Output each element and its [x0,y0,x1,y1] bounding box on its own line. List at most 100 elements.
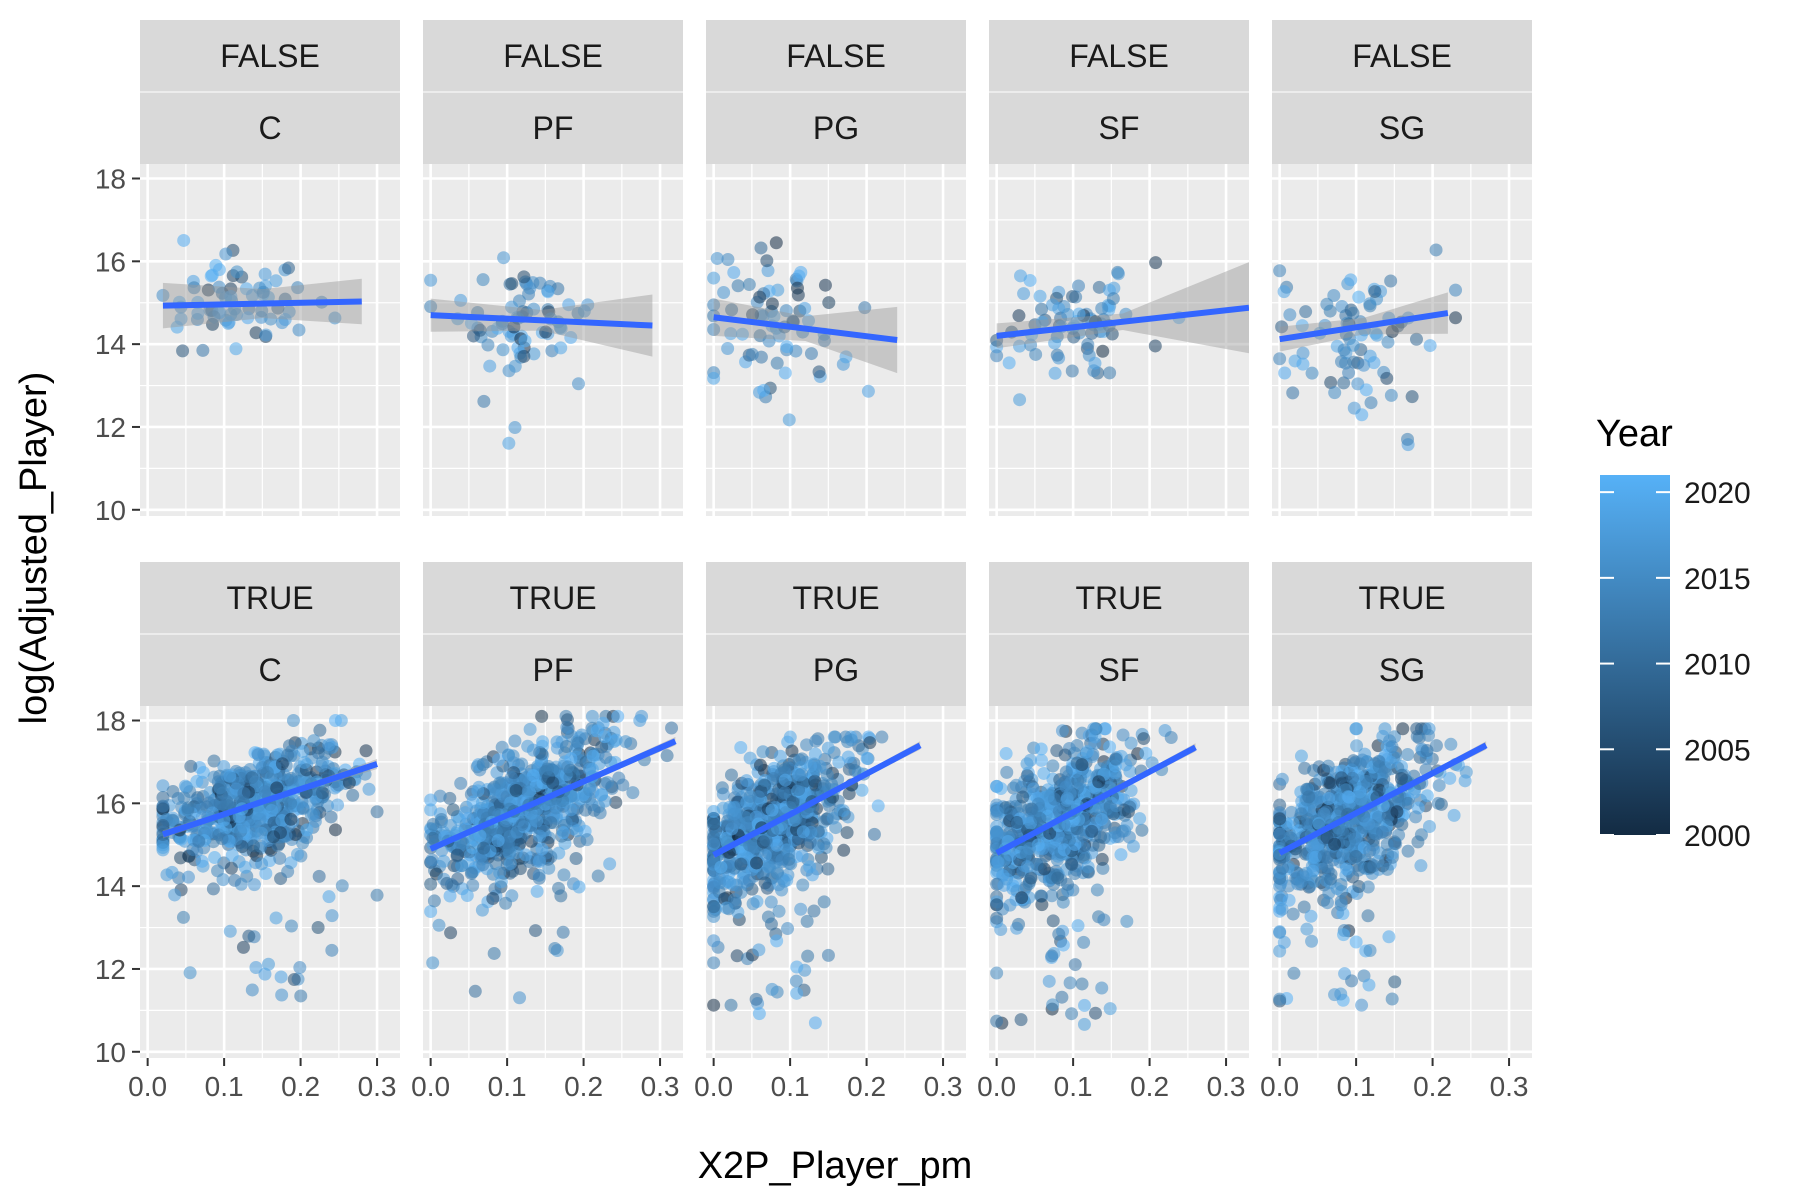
data-point [331,798,345,812]
facet-label-col: SF [1099,652,1140,688]
data-point [1354,792,1368,806]
data-point [556,826,570,840]
data-point [1302,790,1316,804]
data-point [1275,772,1289,786]
data-point [549,801,563,815]
facet-strip-row [423,562,683,634]
data-point [735,327,749,341]
data-point [554,341,568,355]
data-point [990,966,1004,980]
data-point [1071,919,1085,933]
facet-strip-col [140,634,400,706]
data-point [791,288,805,302]
data-point [1061,877,1075,891]
data-point [1085,824,1099,838]
data-point [526,743,540,757]
data-point [1352,863,1366,877]
data-point [281,865,295,879]
data-point [765,803,779,817]
data-point [504,771,518,785]
data-point [1111,830,1125,844]
data-point [796,825,810,839]
data-point [286,713,300,727]
data-point [505,300,519,314]
data-point [311,921,325,935]
data-point [1014,1013,1028,1027]
data-point [827,730,841,744]
data-point [626,786,640,800]
data-point [707,298,721,312]
data-point [476,858,490,872]
data-point [722,902,736,916]
data-point [325,909,339,923]
data-point [721,252,735,266]
data-point [191,791,205,805]
data-point [818,278,832,292]
scatter-points [707,236,898,427]
data-point [611,709,625,723]
data-point [792,753,806,767]
data-point [219,247,233,261]
data-point [224,290,238,304]
data-point [1344,273,1358,287]
data-point [742,873,756,887]
data-point [1092,280,1106,294]
data-point [786,795,800,809]
data-point [1063,976,1077,990]
data-point [1322,792,1336,806]
data-point [424,877,438,891]
data-point [1273,992,1287,1006]
data-point [1273,812,1287,826]
data-point [178,779,192,793]
data-point [598,730,612,744]
data-point [717,286,731,300]
data-point [1275,320,1289,334]
x-tick-label: 0.1 [1054,1071,1093,1102]
data-point [1148,339,1162,353]
data-point [258,967,272,981]
data-point [241,311,255,325]
data-point [1012,309,1026,323]
data-point [1362,817,1376,831]
data-point [1056,938,1070,952]
data-point [1061,308,1075,322]
data-point [743,789,757,803]
data-point [1096,344,1110,358]
data-point [191,306,205,320]
data-point [1273,926,1287,940]
data-point [424,273,438,287]
data-point [571,377,585,391]
data-point [1449,311,1463,325]
data-point [1321,896,1335,910]
scatter-points [424,709,679,1005]
data-point [259,328,273,342]
data-point [734,740,748,754]
data-point [765,982,779,996]
scatter-points [990,256,1249,407]
data-point [454,776,468,790]
data-point [1394,772,1408,786]
data-point [1045,949,1059,963]
data-point [517,349,531,363]
data-point [1045,889,1059,903]
data-point [753,290,767,304]
data-point [328,823,342,837]
data-point [273,851,287,865]
data-point [236,940,250,954]
fit-line [1278,742,1488,856]
data-point [721,342,735,356]
data-point [586,749,600,763]
y-tick-label: 10 [95,1037,126,1068]
legend-colorbar [1600,475,1670,835]
data-point [1055,990,1069,1004]
data-point [535,842,549,856]
data-point [743,751,757,765]
facet-label-row: FALSE [1352,38,1452,74]
data-point [1092,838,1106,852]
x-tick-label: 0.3 [1207,1071,1246,1102]
x-tick-label: 0.2 [1413,1071,1452,1102]
data-point [1081,338,1095,352]
data-point [1048,366,1062,380]
data-point [561,760,575,774]
data-point [1327,289,1341,303]
